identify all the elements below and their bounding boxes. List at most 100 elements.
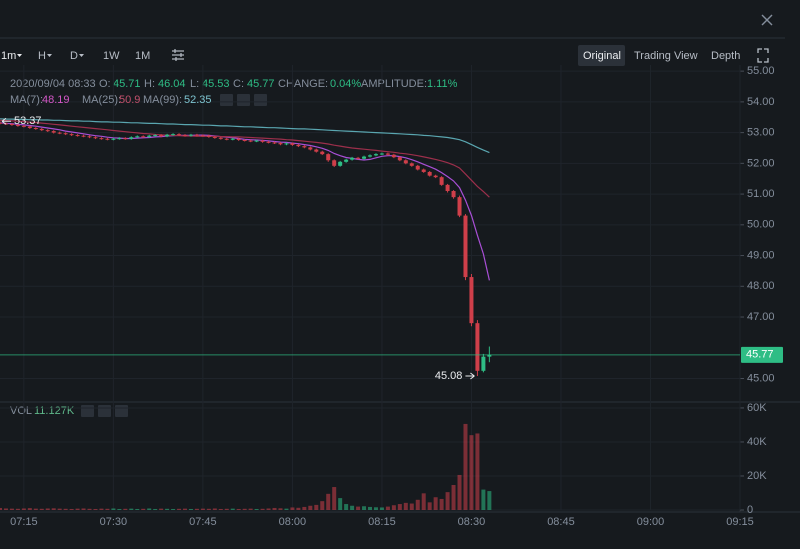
candle-body [33, 128, 38, 130]
candle-body [117, 138, 122, 140]
x-tick-label: 08:30 [458, 516, 486, 528]
candle-body [409, 163, 414, 166]
candle-body [242, 139, 247, 141]
candle-body [218, 137, 223, 139]
info-label: H: [144, 78, 155, 90]
fullscreen-icon[interactable] [757, 48, 769, 63]
volume-tick-label: 60K [747, 402, 767, 414]
plot-area: 45.00 47.00 48.00 49.00 50.00 51.00 52.00 53.00… [0, 65, 775, 528]
visibility-toggle[interactable] [81, 405, 94, 417]
view-button[interactable]: Depth [711, 50, 740, 62]
volume-bar [481, 489, 486, 510]
settings-icon[interactable] [172, 49, 184, 61]
volume-bar [451, 484, 456, 510]
volume-bar [218, 508, 223, 510]
settings-toggle[interactable] [237, 94, 250, 106]
y-tick-label: 51.00 [747, 188, 775, 200]
candle-body [433, 175, 438, 178]
volume-bar [111, 508, 116, 510]
interval-button[interactable]: 1M [135, 50, 150, 62]
remove-toggle[interactable] [254, 94, 267, 106]
volume-bar [15, 508, 20, 510]
candle-body [147, 135, 152, 137]
candle-body [362, 156, 367, 159]
interval-button[interactable]: D [70, 50, 78, 62]
view-selected-bg [578, 45, 625, 66]
candle-body [379, 153, 384, 155]
candle-body [350, 157, 355, 160]
dropdown-arrow [47, 54, 52, 57]
volume-bar [57, 508, 62, 510]
volume-bar [242, 508, 247, 510]
x-tick-label: 07:15 [10, 516, 38, 528]
volume-bar [33, 508, 38, 510]
volume-bar [99, 508, 104, 510]
view-button[interactable]: Trading View [634, 50, 698, 62]
volume-bar [379, 507, 384, 510]
volume-bar [21, 508, 26, 510]
visibility-toggle[interactable] [220, 94, 233, 106]
y-tick-label: 55.00 [747, 65, 775, 77]
settings-toggle[interactable] [98, 405, 111, 417]
volume-bar [129, 508, 134, 510]
interval-button[interactable]: 1W [103, 50, 120, 62]
candle-body [320, 151, 325, 155]
candle-body [308, 147, 313, 150]
candle-body [111, 138, 116, 140]
candle-body [129, 137, 134, 139]
volume-bar [171, 508, 176, 510]
volume-bar [350, 505, 355, 510]
candle-body [326, 154, 331, 161]
min-label: 45.08 [435, 370, 463, 382]
volume-bar [93, 508, 98, 510]
interval-button[interactable]: 1m [1, 50, 16, 62]
candle-body [266, 141, 271, 143]
vol-icons [81, 405, 128, 417]
volume-bar [463, 423, 468, 510]
candle-body [356, 157, 361, 159]
candle-body [105, 138, 110, 140]
interval-button[interactable]: H [38, 50, 46, 62]
candle-body [224, 138, 229, 140]
candle-body [194, 134, 199, 136]
volume-bar [0, 507, 2, 510]
candle-body [200, 135, 205, 137]
volume-bar [308, 505, 313, 510]
volume-bar [117, 508, 122, 510]
info-value: 45.71 [113, 78, 141, 90]
volume-bar [27, 508, 32, 510]
view-button[interactable]: Original [583, 50, 621, 62]
candle-body [159, 135, 164, 137]
volume-bar [332, 487, 337, 510]
ma-line [0, 118, 490, 154]
close-button[interactable] [761, 14, 773, 26]
candle-body [9, 124, 14, 126]
candle-body [272, 142, 277, 144]
candle-body [415, 165, 420, 170]
volume-bar [314, 504, 319, 510]
info-label: CHANGE: [278, 78, 328, 90]
volume-bar [445, 492, 450, 510]
ma-icons [220, 94, 267, 106]
volume-bar [224, 508, 229, 510]
x-tick-label: 08:00 [279, 516, 307, 528]
candle-time: 2020/09/04 08:33 [10, 78, 96, 90]
info-label: AMPLITUDE: [361, 78, 427, 90]
remove-toggle[interactable] [115, 405, 128, 417]
volume-bar [487, 491, 492, 510]
candle-body [0, 122, 2, 124]
y-tick-label: 53.00 [747, 127, 775, 139]
candle-body [254, 140, 259, 142]
volume-bar [266, 508, 271, 510]
candle-body [439, 177, 444, 185]
volume-bar [147, 508, 152, 510]
volume-bar [409, 503, 414, 510]
info-value: 46.04 [158, 78, 186, 90]
candle-body [206, 135, 211, 137]
volume-bar [260, 508, 265, 510]
y-tick-label: 49.00 [747, 249, 775, 261]
volume-bar [439, 498, 444, 510]
volume-bar [183, 508, 187, 510]
y-tick-label: 52.00 [747, 157, 775, 169]
